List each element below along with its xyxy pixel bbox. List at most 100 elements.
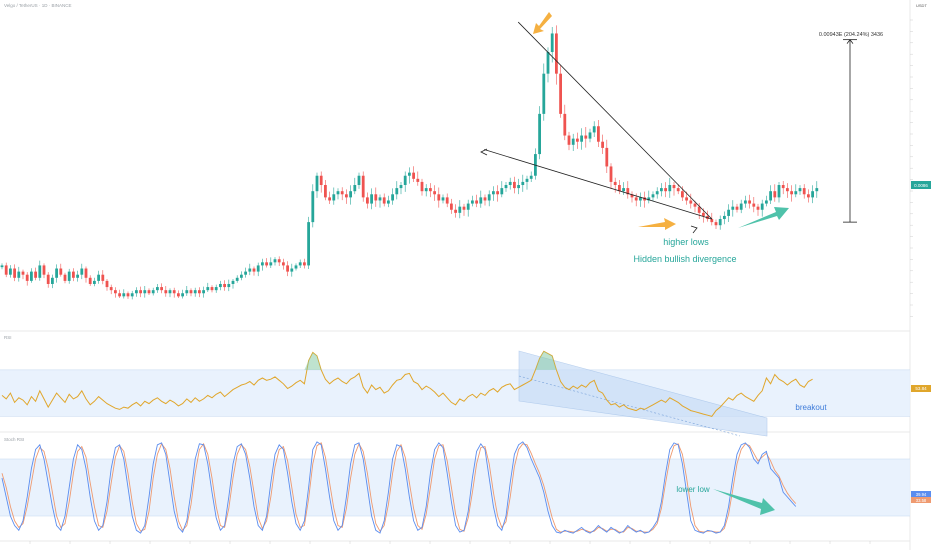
candle xyxy=(332,194,336,201)
candle xyxy=(235,277,239,281)
candle xyxy=(80,268,84,275)
candle xyxy=(177,293,180,297)
measure-arrow xyxy=(846,38,854,44)
candle xyxy=(773,191,777,198)
annotation-arrows xyxy=(533,12,789,515)
candle xyxy=(391,194,394,201)
candle xyxy=(9,268,12,275)
candle xyxy=(378,197,382,201)
candle xyxy=(21,271,25,275)
label-breakout: breakout xyxy=(795,403,827,412)
candle xyxy=(605,147,609,167)
candle xyxy=(143,290,147,294)
candle xyxy=(328,197,331,201)
candle xyxy=(164,290,168,294)
candle xyxy=(46,274,50,284)
falling-wedge-upper-line[interactable] xyxy=(517,21,713,220)
candle xyxy=(72,271,75,278)
price-range-measure[interactable] xyxy=(843,38,857,223)
candle xyxy=(592,126,596,133)
candle xyxy=(710,219,714,223)
candle xyxy=(458,206,462,213)
svg-text:53.84: 53.84 xyxy=(915,386,927,391)
candle xyxy=(529,175,533,179)
candle xyxy=(374,194,378,201)
rsi-overbought-fill xyxy=(535,351,561,370)
candle xyxy=(466,203,470,210)
candle xyxy=(424,188,428,192)
candle xyxy=(193,290,197,294)
candlestick-series xyxy=(0,25,819,300)
candle xyxy=(500,188,504,195)
candle xyxy=(252,268,256,272)
candle xyxy=(609,166,613,182)
candle xyxy=(504,185,508,189)
candle xyxy=(513,181,516,189)
arrow-head-left xyxy=(480,148,488,156)
candle xyxy=(647,197,651,201)
candle xyxy=(55,268,58,278)
candle xyxy=(462,206,466,210)
candle xyxy=(126,293,130,297)
candle xyxy=(336,191,340,195)
stoch-panel-label: Stoch RSI xyxy=(4,437,24,442)
candle xyxy=(256,265,260,272)
candle xyxy=(681,191,684,198)
candle xyxy=(324,185,327,198)
candle xyxy=(114,290,117,294)
candle xyxy=(156,287,159,291)
falling-wedge-lower-line[interactable] xyxy=(484,149,713,220)
candle xyxy=(227,283,231,288)
candle xyxy=(17,271,21,278)
candle xyxy=(731,206,735,210)
candle xyxy=(437,194,441,201)
candle xyxy=(597,126,600,142)
candle xyxy=(139,290,142,294)
candle xyxy=(492,191,495,195)
candle xyxy=(756,206,760,210)
candle xyxy=(97,274,100,281)
candle xyxy=(450,203,453,210)
candle xyxy=(349,191,352,198)
candle xyxy=(723,215,726,220)
candle xyxy=(219,283,222,288)
candle xyxy=(798,188,802,192)
candle xyxy=(30,271,33,281)
candle xyxy=(634,197,638,201)
candle xyxy=(630,194,634,198)
candle xyxy=(433,191,436,195)
candle xyxy=(702,212,705,216)
candle xyxy=(672,185,676,189)
candle xyxy=(101,274,105,281)
candle xyxy=(214,287,218,291)
candle xyxy=(109,287,113,291)
candle xyxy=(34,271,37,278)
candle xyxy=(282,262,285,266)
candle xyxy=(118,293,121,297)
stoch-d-badge: 33.58 xyxy=(911,497,931,503)
candle xyxy=(151,290,155,294)
candle xyxy=(67,271,71,281)
candle xyxy=(815,188,819,192)
svg-text:33.58: 33.58 xyxy=(916,498,927,503)
svg-text:39.94: 39.94 xyxy=(916,492,927,497)
candle xyxy=(781,185,785,189)
candle xyxy=(76,274,79,278)
arrow-head-right xyxy=(690,225,698,234)
candle xyxy=(223,283,226,288)
candle xyxy=(618,185,621,192)
candle xyxy=(265,262,268,266)
rsi-overbought-fill xyxy=(304,352,326,370)
candle xyxy=(563,113,567,136)
candle xyxy=(315,175,319,192)
candle xyxy=(240,274,243,278)
candle xyxy=(790,191,793,195)
candle xyxy=(382,197,386,204)
candle xyxy=(277,259,281,263)
candle xyxy=(454,209,457,213)
candle xyxy=(555,33,558,74)
candle xyxy=(135,290,138,294)
candle xyxy=(168,290,172,294)
